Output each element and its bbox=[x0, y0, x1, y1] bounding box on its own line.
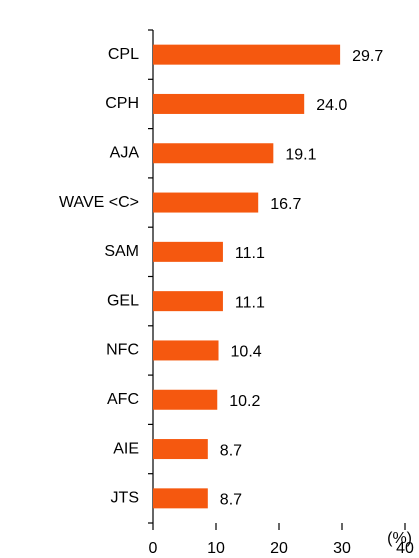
value-label: 11.1 bbox=[235, 294, 265, 311]
value-label: 16.7 bbox=[270, 196, 301, 213]
category-label: AFC bbox=[107, 391, 139, 408]
bar bbox=[153, 143, 274, 164]
x-tick-label: 10 bbox=[207, 540, 225, 557]
category-label: WAVE <C> bbox=[59, 194, 139, 211]
bar bbox=[153, 93, 305, 114]
x-tick-label: 0 bbox=[149, 540, 158, 557]
category-label: AJA bbox=[110, 144, 140, 161]
bar bbox=[153, 389, 218, 410]
x-tick-label: 20 bbox=[270, 540, 288, 557]
value-label: 19.1 bbox=[285, 146, 316, 163]
value-label: 29.7 bbox=[352, 48, 383, 65]
category-label: CPH bbox=[105, 95, 139, 112]
category-label: JTS bbox=[111, 490, 139, 507]
value-label: 11.1 bbox=[235, 245, 265, 262]
value-label: 24.0 bbox=[316, 97, 347, 114]
value-label: 10.4 bbox=[231, 344, 262, 361]
bar bbox=[153, 44, 341, 65]
unit-label: (%) bbox=[387, 530, 412, 547]
value-label: 8.7 bbox=[220, 442, 242, 459]
category-label: CPL bbox=[108, 46, 139, 63]
bar bbox=[153, 340, 219, 361]
x-tick-label: 40 bbox=[396, 540, 414, 557]
value-label: 10.2 bbox=[229, 393, 260, 410]
value-label: 8.7 bbox=[220, 492, 242, 509]
category-label: AIE bbox=[113, 440, 139, 457]
bar bbox=[153, 488, 208, 509]
category-label: NFC bbox=[106, 342, 139, 359]
bar bbox=[153, 291, 223, 312]
bar bbox=[153, 439, 208, 460]
x-tick-label: 30 bbox=[333, 540, 351, 557]
bar bbox=[153, 241, 223, 262]
bar bbox=[153, 192, 259, 213]
category-label: SAM bbox=[104, 243, 139, 260]
category-label: GEL bbox=[107, 292, 139, 309]
